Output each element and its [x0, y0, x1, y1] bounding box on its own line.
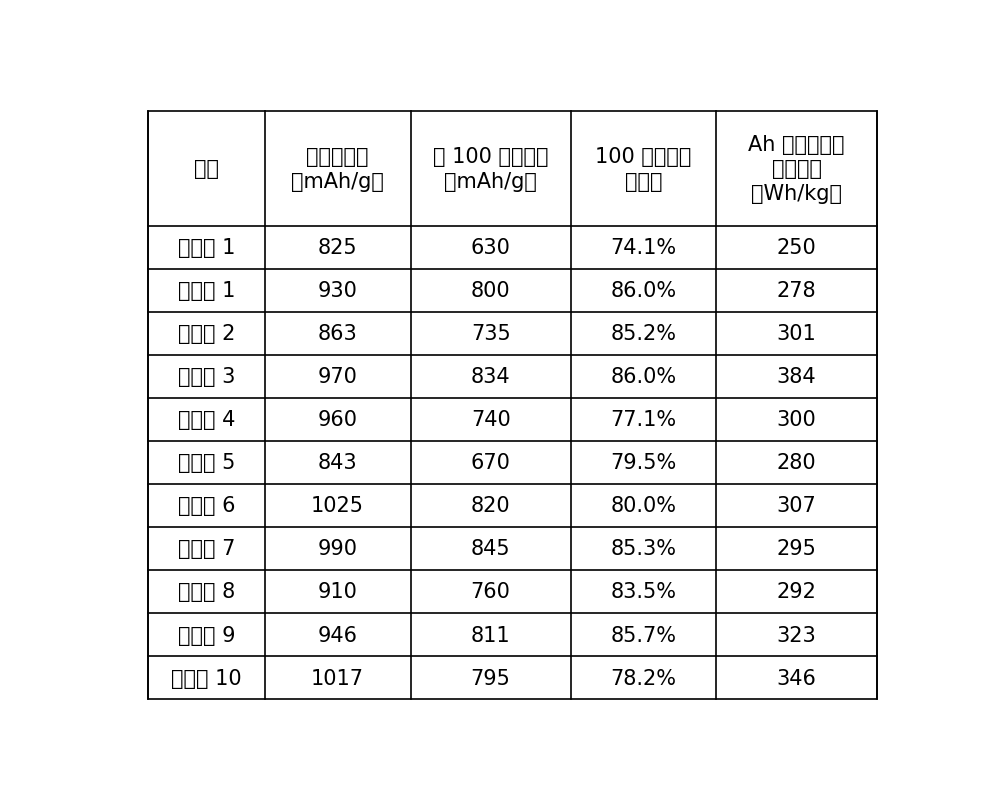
Text: 编号: 编号: [194, 159, 219, 179]
Text: 735: 735: [471, 324, 511, 344]
Text: 740: 740: [471, 410, 511, 430]
Text: 670: 670: [471, 453, 511, 473]
Text: （mAh/g）: （mAh/g）: [444, 172, 537, 191]
Text: 280: 280: [777, 453, 816, 473]
Text: 实施例 3: 实施例 3: [178, 367, 235, 387]
Text: 85.3%: 85.3%: [611, 539, 677, 559]
Text: 86.0%: 86.0%: [611, 367, 677, 387]
Text: （mAh/g）: （mAh/g）: [291, 172, 384, 191]
Text: 79.5%: 79.5%: [611, 453, 677, 473]
Text: 83.5%: 83.5%: [611, 581, 677, 601]
Text: 843: 843: [318, 453, 357, 473]
Text: 845: 845: [471, 539, 510, 559]
Text: 80.0%: 80.0%: [611, 495, 677, 516]
Text: 实施例 2: 实施例 2: [178, 324, 235, 344]
Text: 760: 760: [471, 581, 511, 601]
Text: 384: 384: [777, 367, 816, 387]
Text: 实施例 10: 实施例 10: [171, 668, 242, 687]
Text: 100 圈内容量: 100 圈内容量: [595, 147, 692, 167]
Text: 834: 834: [471, 367, 510, 387]
Text: 301: 301: [777, 324, 816, 344]
Text: 946: 946: [318, 625, 358, 645]
Text: 实施例 4: 实施例 4: [178, 410, 235, 430]
Text: （Wh/kg）: （Wh/kg）: [751, 184, 842, 204]
Text: 第 100 圈比容量: 第 100 圈比容量: [433, 147, 548, 167]
Text: 86.0%: 86.0%: [611, 281, 677, 301]
Text: 820: 820: [471, 495, 510, 516]
Text: 863: 863: [318, 324, 358, 344]
Text: 1025: 1025: [311, 495, 364, 516]
Text: 85.2%: 85.2%: [611, 324, 677, 344]
Text: 首圈比容量: 首圈比容量: [306, 147, 369, 167]
Text: 970: 970: [318, 367, 358, 387]
Text: 实施例 5: 实施例 5: [178, 453, 235, 473]
Text: 实施例 1: 实施例 1: [178, 281, 235, 301]
Text: Ah 级软包首圈: Ah 级软包首圈: [748, 134, 845, 154]
Text: 323: 323: [777, 625, 816, 645]
Text: 对比例 1: 对比例 1: [178, 238, 235, 258]
Text: 85.7%: 85.7%: [611, 625, 677, 645]
Text: 278: 278: [777, 281, 816, 301]
Text: 295: 295: [777, 539, 817, 559]
Text: 630: 630: [471, 238, 511, 258]
Text: 实施例 8: 实施例 8: [178, 581, 235, 601]
Text: 307: 307: [777, 495, 816, 516]
Text: 795: 795: [471, 668, 511, 687]
Text: 74.1%: 74.1%: [611, 238, 677, 258]
Text: 300: 300: [777, 410, 816, 430]
Text: 910: 910: [318, 581, 358, 601]
Text: 实施例 6: 实施例 6: [178, 495, 235, 516]
Text: 能量密度: 能量密度: [772, 159, 822, 179]
Text: 800: 800: [471, 281, 510, 301]
Text: 78.2%: 78.2%: [611, 668, 677, 687]
Text: 990: 990: [318, 539, 358, 559]
Text: 实施例 9: 实施例 9: [178, 625, 235, 645]
Text: 960: 960: [318, 410, 358, 430]
Text: 77.1%: 77.1%: [611, 410, 677, 430]
Text: 825: 825: [318, 238, 357, 258]
Text: 保持率: 保持率: [625, 172, 662, 191]
Text: 250: 250: [777, 238, 816, 258]
Text: 实施例 7: 实施例 7: [178, 539, 235, 559]
Text: 292: 292: [777, 581, 817, 601]
Text: 811: 811: [471, 625, 510, 645]
Text: 1017: 1017: [311, 668, 364, 687]
Text: 346: 346: [777, 668, 817, 687]
Text: 930: 930: [318, 281, 358, 301]
